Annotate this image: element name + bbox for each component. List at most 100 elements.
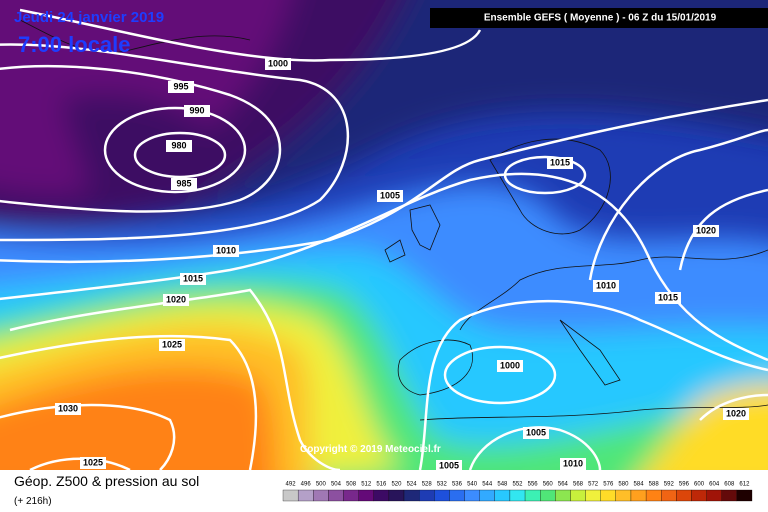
scale-cell — [721, 489, 738, 502]
isobar-label: 1025 — [162, 339, 182, 349]
scale-label: 548 — [497, 482, 508, 488]
isobar-label: 1010 — [563, 458, 583, 468]
scale-label: 492 — [286, 482, 297, 488]
label-bg — [547, 157, 573, 169]
label-bg — [560, 458, 586, 470]
scale-cell — [403, 489, 420, 502]
footer-title: Géop. Z500 & pression au sol — [14, 473, 199, 489]
scale-cell — [419, 489, 435, 502]
copyright: Copyright © 2019 Meteociel.fr — [300, 444, 441, 455]
label-bg — [497, 360, 523, 372]
isobar-label: 1025 — [83, 457, 103, 467]
scale-cell — [313, 489, 329, 502]
isobar-label: 1010 — [596, 280, 616, 290]
scale-label: 544 — [482, 482, 493, 488]
time: 7:00 locale — [18, 32, 131, 57]
run-info: Ensemble GEFS ( Moyenne ) - 06 Z du 15/0… — [484, 13, 717, 24]
coastlines — [19, 19, 768, 421]
isobar-label: 1005 — [526, 427, 546, 437]
scale-cell — [600, 489, 616, 502]
scale-cell — [524, 489, 541, 502]
header-box — [430, 8, 768, 28]
scale-label: 592 — [664, 482, 675, 488]
isobar-label: 1020 — [726, 408, 746, 418]
isobar-label: 1020 — [696, 225, 716, 235]
scale-label: 568 — [573, 482, 584, 488]
scale-cell — [570, 489, 586, 502]
scale-label: 496 — [301, 482, 312, 488]
scale-label: 520 — [391, 482, 402, 488]
scale-label: 560 — [543, 482, 554, 488]
isobar-labels: 1000 995 990 980 985 1005 1010 1015 1020 1025 1030… — [55, 58, 749, 472]
scale-cell — [555, 489, 571, 502]
label-bg — [184, 105, 210, 117]
isobar-label: 1000 — [268, 58, 288, 68]
isobar-label: 1030 — [58, 403, 78, 413]
scale-cell — [691, 489, 707, 502]
scale-label: 576 — [603, 482, 614, 488]
isobar-label: 1000 — [500, 360, 520, 370]
label-bg — [436, 460, 462, 472]
scale-cell — [494, 489, 511, 502]
scale-label: 524 — [407, 482, 418, 488]
scale-cell — [479, 489, 495, 502]
isobar-label: 980 — [171, 140, 186, 150]
color-scale: 492 496 500 504 508 512 516 520 524 528 532 536 540 5… — [282, 482, 753, 502]
isobar-label: 995 — [173, 81, 188, 91]
scale-cell — [358, 489, 374, 502]
label-bg — [159, 339, 185, 351]
isobar-label: 1010 — [216, 245, 236, 255]
scale-cell — [736, 489, 753, 502]
scale-cell — [328, 489, 344, 502]
label-bg — [593, 280, 619, 292]
label-bg — [180, 273, 206, 285]
scale-cell — [645, 489, 662, 502]
isobar-label: 990 — [189, 105, 204, 115]
isobar-label: 985 — [176, 178, 191, 188]
scale-cell — [509, 489, 526, 502]
scale-cell — [343, 489, 359, 502]
scale-label: 564 — [558, 482, 569, 488]
scale-label: 516 — [376, 482, 387, 488]
scale-cell — [449, 489, 465, 502]
scale-label: 604 — [709, 482, 720, 488]
scale-cell — [706, 489, 722, 502]
isobars — [0, 8, 768, 470]
scale-label: 580 — [618, 482, 629, 488]
scale-cell — [464, 489, 480, 502]
isobar-label: 1015 — [550, 157, 570, 167]
scale-cell — [661, 489, 677, 502]
scale-label: 528 — [422, 482, 433, 488]
scale-cell — [388, 489, 405, 502]
scale-label: 556 — [528, 482, 539, 488]
isobar-label: 1015 — [658, 292, 678, 302]
scale-label: 512 — [361, 482, 372, 488]
label-bg — [377, 190, 403, 202]
scale-label: 500 — [316, 482, 327, 488]
isobar-label: 1005 — [380, 190, 400, 200]
scale-cell — [282, 489, 299, 502]
label-bg — [693, 225, 719, 237]
scale-label: 600 — [694, 482, 705, 488]
isobar-label: 1005 — [439, 460, 459, 470]
lead-time: (+ 216h) — [14, 496, 52, 507]
scale-cell — [615, 489, 632, 502]
scale-label: 584 — [634, 482, 645, 488]
label-bg — [163, 294, 189, 306]
scale-cell — [297, 489, 314, 502]
scale-label: 588 — [649, 482, 660, 488]
scale-cell — [373, 489, 390, 502]
scale-cell — [540, 489, 556, 502]
scale-label: 540 — [467, 482, 478, 488]
label-bg — [80, 457, 106, 469]
scale-label: 608 — [724, 482, 735, 488]
scale-label: 504 — [331, 482, 342, 488]
field — [0, 0, 768, 470]
label-bg — [171, 178, 197, 190]
scale-cell — [585, 489, 601, 502]
scale-label: 536 — [452, 482, 463, 488]
scale-label: 532 — [437, 482, 448, 488]
scale-cell — [630, 489, 647, 502]
scale-label: 552 — [512, 482, 523, 488]
